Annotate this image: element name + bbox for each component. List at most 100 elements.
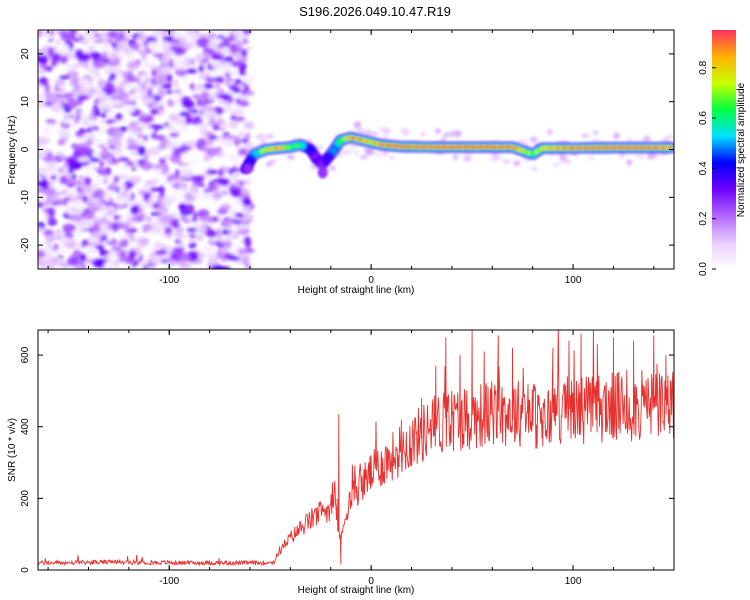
colorbar-label: Normalized spectral amplitude bbox=[736, 82, 747, 217]
noise-blob bbox=[243, 121, 255, 130]
noise-blob bbox=[83, 47, 91, 53]
noise-blob bbox=[223, 220, 234, 227]
noise-blob bbox=[184, 153, 197, 160]
noise-blob bbox=[112, 47, 122, 54]
noise-blob bbox=[167, 98, 174, 108]
y-tick-label: 10 bbox=[20, 96, 31, 108]
noise-blob bbox=[228, 184, 238, 190]
noise-blob bbox=[218, 177, 231, 187]
speckle bbox=[382, 134, 390, 139]
noise-blob bbox=[76, 98, 84, 106]
noise-blob bbox=[238, 131, 245, 141]
noise-blob bbox=[100, 170, 109, 177]
speckle bbox=[646, 154, 653, 159]
snr-background bbox=[38, 330, 674, 570]
noise-blob bbox=[104, 82, 115, 91]
noise-blob bbox=[181, 100, 196, 109]
noise-blob bbox=[48, 182, 54, 190]
noise-blob bbox=[106, 232, 113, 242]
noise-blob bbox=[233, 154, 240, 162]
speckle bbox=[358, 129, 366, 135]
noise-blob bbox=[146, 41, 161, 50]
noise-blob bbox=[215, 228, 222, 238]
noise-blob bbox=[62, 114, 74, 120]
noise-blob bbox=[240, 48, 248, 58]
noise-blob bbox=[42, 155, 56, 163]
noise-blob bbox=[179, 111, 190, 117]
noise-blob bbox=[206, 32, 217, 40]
noise-blob bbox=[206, 229, 217, 238]
noise-blob bbox=[113, 215, 120, 221]
noise-blob bbox=[90, 184, 100, 192]
noise-blob bbox=[117, 157, 129, 162]
noise-blob bbox=[102, 52, 109, 59]
noise-blob bbox=[240, 95, 252, 100]
noise-blob bbox=[212, 191, 223, 201]
noise-blob bbox=[50, 174, 57, 181]
noise-blob bbox=[64, 237, 71, 244]
noise-blob bbox=[210, 55, 225, 60]
noise-blob bbox=[202, 263, 208, 269]
speckle bbox=[265, 133, 275, 139]
noise-blob bbox=[172, 148, 182, 158]
noise-blob bbox=[62, 166, 69, 176]
noise-blob bbox=[137, 33, 148, 43]
noise-blob bbox=[65, 174, 73, 179]
noise-blob bbox=[184, 192, 194, 201]
noise-blob bbox=[60, 33, 74, 42]
noise-blob bbox=[245, 70, 254, 79]
noise-blob bbox=[136, 226, 143, 233]
noise-blob bbox=[84, 128, 93, 133]
noise-blob bbox=[235, 50, 243, 61]
noise-blob bbox=[164, 226, 173, 235]
colorbar-tick-label: 0.2 bbox=[698, 211, 709, 225]
noise-blob bbox=[149, 187, 162, 193]
noise-blob bbox=[126, 216, 133, 226]
noise-blob bbox=[207, 255, 219, 266]
noise-blob bbox=[85, 36, 100, 42]
noise-blob bbox=[124, 181, 135, 188]
speckle bbox=[352, 150, 360, 156]
noise-blob bbox=[196, 234, 204, 242]
speckle bbox=[562, 158, 572, 165]
noise-blob bbox=[137, 145, 146, 156]
speckle bbox=[435, 128, 441, 134]
noise-blob bbox=[132, 158, 139, 169]
y-tick-label: -20 bbox=[20, 237, 31, 252]
noise-blob bbox=[95, 208, 105, 220]
snr-ticks: -100 0 100 0 200 400 600 bbox=[20, 330, 674, 587]
x-tick-label: 100 bbox=[565, 576, 582, 587]
speckle bbox=[547, 128, 553, 136]
noise-blob bbox=[242, 30, 251, 36]
speckle bbox=[349, 144, 358, 148]
noise-blob bbox=[167, 73, 173, 82]
noise-blob bbox=[190, 183, 198, 194]
speckle bbox=[591, 138, 599, 142]
noise-blob bbox=[163, 122, 170, 127]
noise-blob bbox=[228, 119, 239, 129]
noise-blob bbox=[97, 79, 108, 88]
snr-line bbox=[38, 330, 674, 567]
noise-blob bbox=[137, 137, 145, 147]
x-tick-label: 0 bbox=[368, 275, 374, 286]
noise-blob bbox=[49, 195, 61, 202]
noise-blob bbox=[76, 61, 90, 67]
ridge-blob bbox=[317, 166, 328, 179]
noise-blob bbox=[245, 90, 255, 96]
figure-title: S196.2026.049.10.47.R19 bbox=[299, 4, 451, 19]
noise-blob bbox=[160, 232, 166, 239]
y-tick-label: 200 bbox=[20, 490, 31, 507]
noise-blob bbox=[143, 127, 155, 135]
noise-blob bbox=[196, 106, 202, 112]
noise-blob bbox=[99, 150, 108, 157]
speckle bbox=[581, 133, 590, 138]
noise-blob bbox=[225, 233, 236, 241]
noise-blob bbox=[84, 176, 92, 186]
noise-blob bbox=[168, 113, 182, 119]
noise-blob bbox=[66, 182, 75, 188]
noise-blob bbox=[125, 190, 132, 200]
noise-blob bbox=[222, 135, 237, 140]
noise-blob bbox=[138, 45, 146, 52]
noise-blob bbox=[158, 100, 166, 105]
